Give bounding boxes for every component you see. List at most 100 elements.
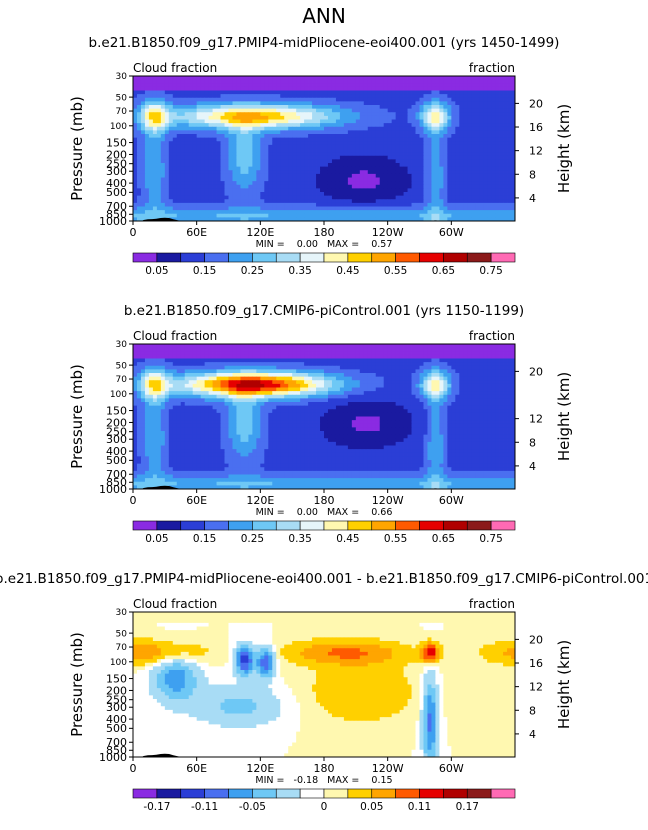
field-cell <box>312 90 317 95</box>
field-cell <box>268 86 273 91</box>
field-cell <box>264 105 269 110</box>
field-cell <box>399 188 404 193</box>
field-cell <box>411 83 416 88</box>
field-cell <box>148 105 154 110</box>
field-cell <box>208 199 213 204</box>
field-cell <box>415 213 420 218</box>
field-cell <box>335 177 341 182</box>
field-cell <box>339 134 345 139</box>
field-cell <box>383 123 389 128</box>
field-cell <box>483 380 488 385</box>
field-cell <box>387 90 393 95</box>
field-cell <box>463 115 468 120</box>
field-cell <box>268 177 273 182</box>
field-cell <box>228 130 233 135</box>
field-cell <box>483 97 488 102</box>
field-cell <box>244 155 249 160</box>
colorbar-label: 0.65 <box>432 265 455 277</box>
field-cell <box>471 79 476 84</box>
field-cell <box>144 217 150 222</box>
field-cell <box>475 170 480 175</box>
field-cell <box>272 101 277 106</box>
field-cell <box>320 173 325 178</box>
field-cell <box>152 159 158 164</box>
field-cell <box>387 362 393 367</box>
field-cell <box>140 159 146 164</box>
field-cell <box>184 126 190 131</box>
field-cell <box>363 119 369 124</box>
field-cell <box>455 130 460 135</box>
field-cell <box>168 192 174 197</box>
field-cell <box>399 351 404 356</box>
field-cell <box>327 351 333 356</box>
field-cell <box>359 365 365 370</box>
field-cell <box>431 86 436 91</box>
field-cell <box>180 86 186 91</box>
field-cell <box>495 137 500 142</box>
field-cell <box>347 373 353 378</box>
field-cell <box>280 108 285 113</box>
field-cell <box>300 141 305 146</box>
colorbar-label: 0.05 <box>145 265 168 277</box>
field-cell <box>152 86 158 91</box>
field-cell <box>292 123 297 128</box>
field-cell <box>216 177 221 182</box>
field-cell <box>220 144 225 149</box>
field-cell <box>459 119 464 124</box>
field-cell <box>399 199 404 204</box>
field-cell <box>379 105 385 110</box>
field-cell <box>152 90 158 95</box>
field-cell <box>248 181 253 186</box>
field-cell <box>479 101 484 106</box>
field-cell <box>431 170 436 175</box>
field-cell <box>495 188 500 193</box>
field-cell <box>188 344 194 349</box>
field-cell <box>256 195 261 200</box>
field-cell <box>296 181 301 186</box>
field-cell <box>423 170 428 175</box>
field-cell <box>355 351 361 356</box>
field-cell <box>244 134 249 139</box>
field-cell <box>156 213 162 218</box>
field-cell <box>391 76 397 81</box>
field-cell <box>176 152 182 157</box>
field-cell <box>471 365 476 370</box>
field-cell <box>308 177 313 182</box>
field-cell <box>443 83 448 88</box>
field-cell <box>439 137 444 142</box>
field-cell <box>252 155 257 160</box>
field-cell <box>220 213 225 218</box>
field-cell <box>133 376 138 381</box>
field-cell <box>339 351 345 356</box>
field-cell <box>379 86 385 91</box>
field-cell <box>264 358 269 363</box>
field-cell <box>288 373 293 378</box>
field-cell <box>152 365 158 370</box>
field-cell <box>304 213 309 218</box>
field-cell <box>164 181 170 186</box>
field-cell <box>491 202 496 207</box>
field-cell <box>399 101 404 106</box>
field-cell <box>228 159 233 164</box>
field-cell <box>296 83 301 88</box>
field-cell <box>379 195 385 200</box>
field-cell <box>140 177 146 182</box>
field-cell <box>343 144 349 149</box>
y-tick-label: 70 <box>116 107 128 117</box>
field-cell <box>459 347 464 352</box>
field-cell <box>427 166 432 171</box>
field-cell <box>180 134 186 139</box>
field-cell <box>351 101 357 106</box>
field-cell <box>168 166 174 171</box>
field-cell <box>435 108 440 113</box>
field-cell <box>339 148 345 153</box>
field-cell <box>160 202 166 207</box>
field-cell <box>280 213 285 218</box>
field-cell <box>507 206 512 211</box>
field-cell <box>148 119 154 124</box>
field-cell <box>208 166 213 171</box>
field-cell <box>160 369 166 374</box>
field-cell <box>507 184 512 189</box>
field-cell <box>339 365 345 370</box>
field-cell <box>499 192 504 197</box>
